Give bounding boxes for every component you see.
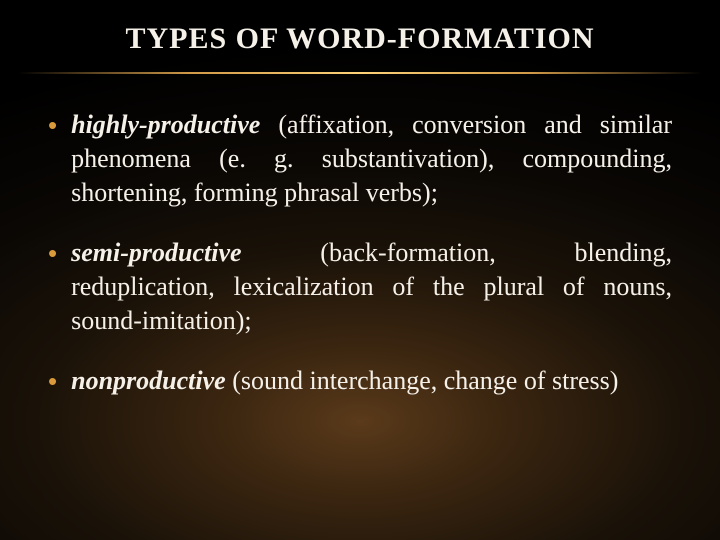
slide: TYPES OF WORD-FORMATION • highly-product… (0, 0, 720, 540)
list-item-text: nonproductive (sound interchange, change… (71, 364, 672, 398)
title-underline (18, 72, 702, 74)
list-item-lead: nonproductive (71, 366, 226, 395)
bullet-dot-icon: • (48, 364, 57, 398)
list-item: • nonproductive (sound interchange, chan… (48, 364, 672, 398)
list-item-lead: highly-productive (71, 110, 260, 139)
bullet-dot-icon: • (48, 236, 57, 270)
list-item-text: semi-productive (back-formation, blendin… (71, 236, 672, 338)
list-item-rest: (sound interchange, change of stress) (226, 366, 619, 395)
list-item: • highly-productive (affixation, convers… (48, 108, 672, 210)
list-item-text: highly-productive (affixation, conversio… (71, 108, 672, 210)
bullet-dot-icon: • (48, 108, 57, 142)
list-item-lead: semi-productive (71, 238, 241, 267)
content-area: • highly-productive (affixation, convers… (48, 108, 672, 424)
list-item: • semi-productive (back-formation, blend… (48, 236, 672, 338)
slide-title: TYPES OF WORD-FORMATION (0, 22, 720, 56)
